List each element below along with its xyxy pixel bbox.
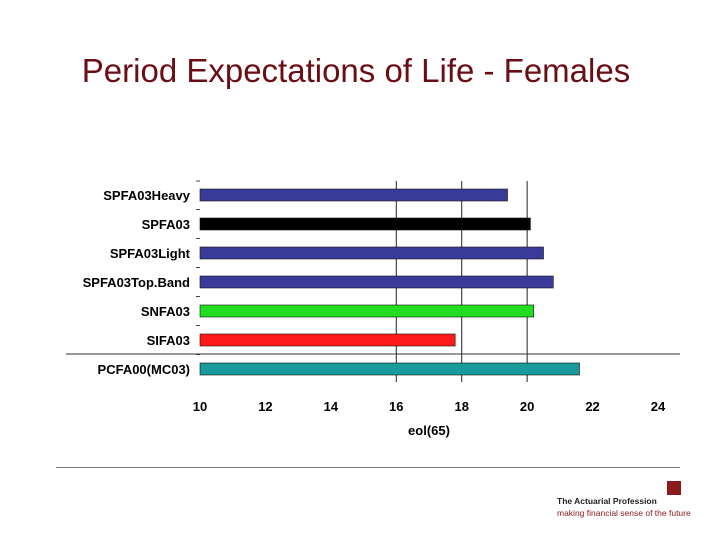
category-label: SPFA03Top.Band — [83, 275, 190, 290]
x-tick-label: 20 — [520, 399, 534, 414]
category-label: SNFA03 — [141, 304, 190, 319]
profession-tagline: making financial sense of the future — [557, 508, 691, 518]
category-label: SPFA03 — [142, 217, 190, 232]
category-label: SIFA03 — [147, 333, 190, 348]
x-tick-label: 14 — [324, 399, 339, 414]
x-tick-label: 12 — [258, 399, 272, 414]
chart-bars — [199, 188, 580, 376]
chart-axes — [66, 180, 680, 355]
bar-spfa03 — [199, 217, 531, 231]
bar-sifa03 — [199, 333, 456, 347]
slide-title: Period Expectations of Life - Females — [81, 52, 631, 89]
profession-name: The Actuarial Profession — [557, 496, 657, 506]
x-axis-label: eol(65) — [408, 423, 450, 438]
category-label: SPFA03Heavy — [103, 188, 190, 203]
bar-spfa03light — [199, 246, 544, 260]
x-tick-label: 10 — [193, 399, 207, 414]
profession-logo-mark — [667, 481, 681, 495]
category-label: SPFA03Light — [110, 246, 191, 261]
chart-labels: SPFA03Heavy SPFA03 SPFA03Light SPFA03Top.Ba… — [83, 188, 666, 438]
bar-snfa03 — [199, 304, 534, 318]
bar-spfa03heavy — [199, 188, 508, 202]
footer-divider — [56, 467, 680, 468]
bar-spfa03top-band — [199, 275, 554, 289]
x-tick-label: 22 — [585, 399, 599, 414]
category-label: PCFA00(MC03) — [98, 362, 190, 377]
bar-pcfa00-mc03- — [199, 362, 580, 376]
x-tick-label: 18 — [454, 399, 468, 414]
x-tick-label: 16 — [389, 399, 403, 414]
x-tick-label: 24 — [651, 399, 666, 414]
